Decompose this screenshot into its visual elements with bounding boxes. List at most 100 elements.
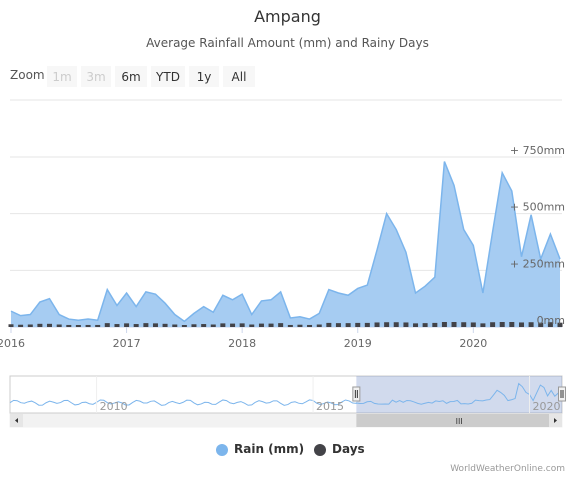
scrollbar[interactable]: III: [9, 413, 563, 428]
days-bar-37: [364, 322, 370, 327]
legend-days-label: Days: [332, 442, 365, 456]
x-tick-label-4: 2020: [459, 337, 487, 350]
days-bar-7: [75, 325, 81, 327]
y-tick-label-1: + 250mm: [510, 257, 565, 270]
navigator-label-0: 2010: [100, 400, 128, 413]
days-bar-19: [191, 324, 197, 327]
days-bar-11: [114, 324, 120, 327]
zoom-3m-button[interactable]: 3m: [81, 66, 111, 87]
days-bar-46: [451, 322, 457, 327]
days-bar-35: [345, 323, 351, 327]
days-bar-13: [133, 324, 139, 327]
legend-rain-marker: [216, 444, 228, 456]
zoom-label: Zoom: [10, 68, 45, 82]
scrollbar-left-arrow-icon: [15, 418, 18, 423]
chart-title: Ampang: [254, 7, 321, 26]
legend: Rain (mm) Days: [0, 441, 575, 459]
rain-area-series[interactable]: [10, 161, 561, 327]
days-bar-1: [18, 324, 24, 327]
days-bar-36: [355, 322, 361, 327]
days-bar-39: [384, 322, 390, 327]
scrollbar-grip: III: [456, 417, 463, 426]
zoom-6m-button[interactable]: 6m: [115, 66, 147, 87]
scrollbar-thumb[interactable]: [356, 414, 562, 427]
navigator-handle-0[interactable]: [352, 386, 361, 402]
legend-rain-label: Rain (mm): [234, 442, 305, 456]
y-tick-label-0: 0mm: [537, 314, 565, 327]
days-bar-49: [480, 323, 486, 327]
days-bar-52: [509, 322, 515, 327]
y-tick-label-3: + 750mm: [510, 144, 565, 157]
days-bar-56: [547, 322, 553, 327]
y-tick-label-2: + 500mm: [510, 201, 565, 214]
rain-area-fill: [11, 161, 560, 327]
days-bar-42: [413, 323, 419, 327]
days-bar-series[interactable]: [8, 322, 563, 327]
days-bar-15: [152, 323, 158, 327]
days-bar-48: [470, 322, 476, 327]
zoom-1y-button[interactable]: 1y: [189, 66, 219, 87]
days-bar-30: [297, 324, 303, 327]
days-bar-21: [210, 324, 216, 327]
days-bar-5: [56, 324, 62, 327]
navigator-selection: [356, 376, 562, 413]
zoom-1m-button[interactable]: 1m: [47, 66, 77, 87]
x-tick-label-2: 2018: [228, 337, 256, 350]
days-bar-22: [220, 323, 226, 327]
navigator[interactable]: 2010 2015 2020: [9, 375, 566, 414]
days-bar-51: [499, 322, 505, 327]
days-bar-34: [335, 323, 341, 327]
credits-link[interactable]: WorldWeatherOnline.com: [450, 464, 565, 474]
days-bar-23: [230, 323, 236, 327]
days-bar-32: [316, 324, 322, 327]
days-bar-14: [143, 323, 149, 327]
days-bar-20: [201, 324, 207, 327]
days-bar-47: [461, 322, 467, 327]
days-bar-0: [8, 324, 14, 327]
days-bar-9: [95, 324, 101, 327]
y-axis-labels: 0mm + 250mm + 500mm + 750mm: [510, 144, 565, 327]
scrollbar-right-arrow-icon: [554, 418, 557, 423]
days-bar-24: [239, 323, 245, 327]
days-bar-43: [422, 323, 428, 327]
days-bar-29: [287, 324, 293, 327]
days-bar-53: [519, 322, 525, 327]
zoom-ytd-button[interactable]: YTD: [151, 66, 185, 87]
days-bar-4: [46, 323, 52, 327]
days-bar-26: [258, 323, 264, 327]
x-tick-label-3: 2019: [344, 337, 372, 350]
navigator-series-line: [9, 382, 563, 406]
days-bar-12: [124, 323, 130, 327]
days-bar-16: [162, 323, 168, 327]
days-bar-45: [441, 322, 447, 327]
days-bar-25: [249, 324, 255, 327]
days-bar-40: [393, 322, 399, 327]
days-bar-17: [172, 324, 178, 327]
navigator-handle-1[interactable]: [558, 386, 566, 402]
days-bar-2: [27, 324, 33, 327]
legend-days-marker: [314, 444, 326, 456]
days-bar-33: [326, 322, 332, 327]
days-bar-55: [538, 322, 544, 327]
days-bar-18: [181, 325, 187, 327]
rain-line: [10, 161, 561, 323]
navigator-label-1: 2015: [316, 400, 344, 413]
days-bar-8: [85, 324, 91, 327]
x-tick-label-1: 2017: [113, 337, 141, 350]
legend-item-rain[interactable]: Rain (mm): [216, 441, 306, 459]
days-bar-57: [557, 322, 563, 327]
days-bar-28: [278, 323, 284, 327]
zoom-all-button[interactable]: All: [223, 66, 255, 87]
x-axis-labels: 2016 2017 2018 2019 2020: [0, 327, 487, 350]
days-bar-41: [403, 322, 409, 327]
days-bar-50: [490, 322, 496, 327]
chart-subtitle: Average Rainfall Amount (mm) and Rainy D…: [146, 36, 429, 50]
days-bar-44: [432, 322, 438, 327]
navigator-label-2: 2020: [533, 400, 561, 413]
legend-item-days[interactable]: Days: [314, 441, 374, 459]
days-bar-31: [307, 324, 313, 327]
days-bar-54: [528, 322, 534, 327]
days-bar-27: [268, 323, 274, 327]
days-bar-3: [37, 323, 43, 327]
